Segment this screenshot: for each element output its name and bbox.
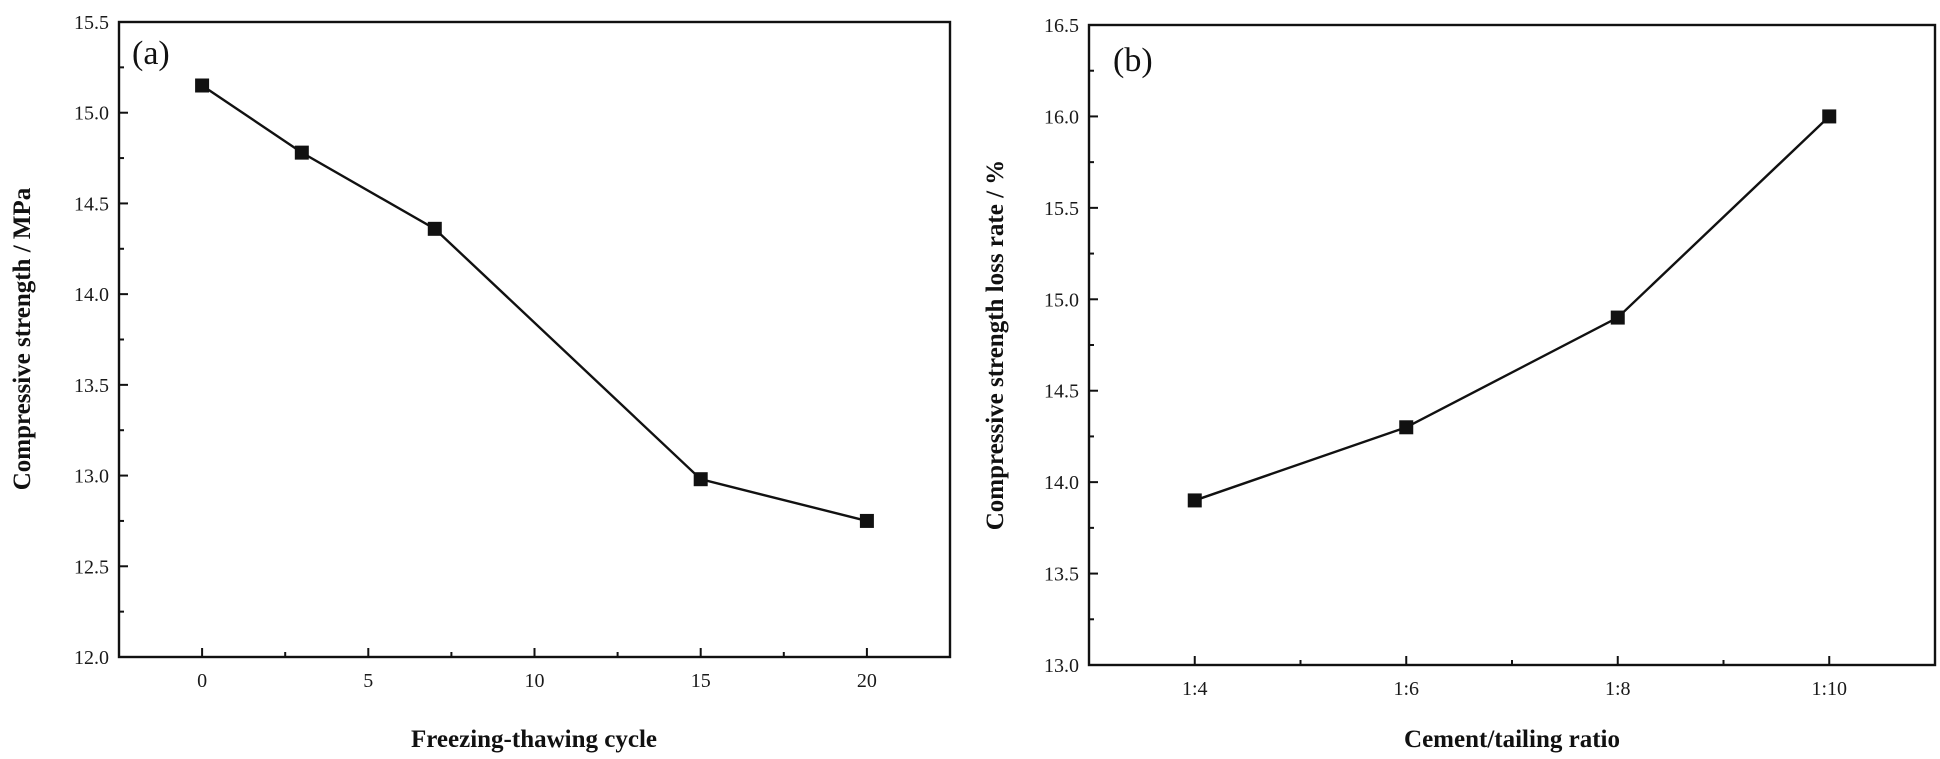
- plot-frame-a: [117, 20, 952, 659]
- y-tick-label-a: 15.5: [74, 12, 109, 34]
- chart-panel-b: 1:4 1:6 1:8 1:10 13.0 13.5 14.0 14.5 15.0 15.5 16.…: [982, 15, 1937, 753]
- y-tick-label-b: 15.0: [1044, 289, 1079, 311]
- x-axis-title-b: Cement/tailing ratio: [1404, 726, 1620, 753]
- y-tick-label-b: 16.5: [1044, 15, 1079, 37]
- x-tick-label-b: 1:4: [1182, 678, 1208, 700]
- tick-labels-a: 0 5 10 15 20 12.0 12.5 13.0 13.5 14.0 14.5 15.0 15.5: [74, 12, 877, 692]
- data-point-a: [693, 472, 708, 487]
- y-tick-label-a: 14.5: [74, 193, 109, 215]
- y-tick-label-a: 15.0: [74, 103, 109, 125]
- panel-label-a: (a): [132, 35, 170, 72]
- y-axis-title-b: Compressive strength loss rate / %: [982, 160, 1009, 531]
- x-tick-label-b: 1:10: [1811, 678, 1847, 700]
- y-tick-label-b: 14.0: [1044, 472, 1079, 494]
- x-tick-label-b: 1:8: [1605, 678, 1631, 700]
- data-point-a: [294, 145, 309, 160]
- x-tick-label-a: 15: [691, 670, 711, 692]
- y-tick-label-b: 14.5: [1044, 381, 1079, 403]
- y-tick-label-b: 15.5: [1044, 198, 1079, 220]
- x-axis-title-a: Freezing-thawing cycle: [411, 726, 657, 753]
- y-tick-label-a: 12.0: [74, 647, 109, 669]
- tick-labels-b: 1:4 1:6 1:8 1:10 13.0 13.5 14.0 14.5 15.0 15.5 16.…: [1044, 15, 1847, 700]
- chart-panel-a: 0 5 10 15 20 12.0 12.5 13.0 13.5 14.0 14.5 15.0 15.5…: [9, 12, 952, 753]
- y-tick-label-b: 13.0: [1044, 655, 1079, 677]
- x-tick-label-b: 1:6: [1393, 678, 1419, 700]
- axis-ticks-a: [119, 21, 868, 658]
- y-tick-label-a: 13.0: [74, 466, 109, 488]
- y-tick-label-a: 13.5: [74, 375, 109, 397]
- axis-ticks-b: [1089, 24, 1831, 666]
- data-point-b: [1822, 109, 1837, 124]
- data-point-a: [859, 513, 874, 528]
- x-tick-label-a: 5: [363, 670, 373, 692]
- y-axis-title-a: Compressive strength / MPa: [9, 187, 36, 490]
- y-tick-label-b: 16.0: [1044, 106, 1079, 128]
- data-point-b: [1399, 420, 1414, 435]
- y-tick-label-b: 13.5: [1044, 564, 1079, 586]
- data-point-b: [1187, 493, 1202, 508]
- x-tick-label-a: 0: [197, 670, 207, 692]
- x-tick-label-a: 20: [857, 670, 877, 692]
- data-point-a: [427, 221, 442, 236]
- data-point-b: [1610, 310, 1625, 325]
- series-line-b: [1194, 115, 1831, 502]
- data-point-a: [195, 78, 210, 93]
- panel-label-b: (b): [1113, 42, 1153, 79]
- series-b: [1187, 109, 1837, 508]
- y-tick-label-a: 12.5: [74, 556, 109, 578]
- series-a: [195, 78, 874, 528]
- x-tick-label-a: 10: [525, 670, 545, 692]
- plot-frame-b: [1087, 23, 1937, 667]
- y-tick-label-a: 14.0: [74, 284, 109, 306]
